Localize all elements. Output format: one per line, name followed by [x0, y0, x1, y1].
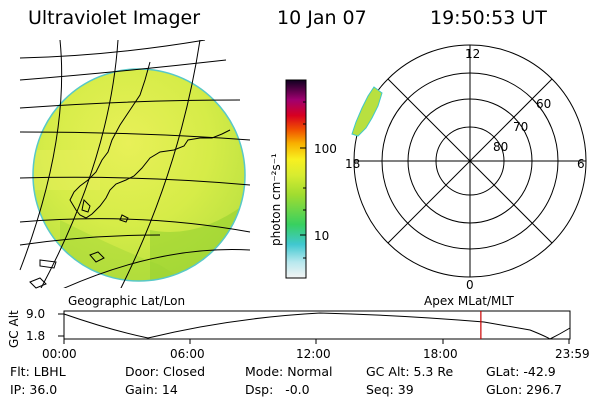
timeline-ytick-top: 9.0	[26, 307, 46, 321]
timeline-axis-label: GC Alt	[7, 310, 21, 348]
instrument-title: Ultraviolet Imager	[28, 7, 201, 29]
timeline-xtick-1200: 12:00	[296, 347, 331, 361]
polar-lat-60: 60	[536, 97, 552, 111]
polar-mlt-12: 12	[465, 47, 481, 61]
status-dsp: Dsp: -0.0	[245, 382, 310, 397]
geographic-grid	[19, 40, 251, 288]
time-label: 19:50:53 UT	[430, 7, 547, 29]
status-ip: IP: 36.0	[10, 382, 58, 397]
colorbar-unit-label: photon cm⁻²s⁻¹	[269, 153, 283, 246]
status-mode: Mode: Normal	[245, 364, 333, 379]
colorbar	[285, 79, 307, 279]
colorbar-tick-10: 10	[314, 229, 330, 243]
status-gain: Gain: 14	[125, 382, 178, 397]
timeline-ytick-bottom: 1.8	[26, 329, 46, 343]
polar-lat-80: 80	[493, 140, 509, 154]
imager-disk	[32, 68, 246, 282]
timeline-frame	[63, 310, 571, 340]
altitude-curve	[63, 312, 571, 340]
right-panel-label: Apex MLat/MLT	[424, 294, 514, 308]
status-glon: GLon: 296.7	[486, 382, 562, 397]
polar-mlt-0: 0	[466, 278, 474, 292]
polar-plot	[353, 44, 587, 278]
polar-lat-70: 70	[513, 120, 529, 134]
timeline-xtick-1800: 18:00	[423, 347, 458, 361]
coastline	[29, 61, 231, 289]
status-door: Door: Closed	[125, 364, 206, 379]
left-panel-label: Geographic Lat/Lon	[68, 294, 186, 308]
polar-mlt-18: 18	[345, 157, 361, 171]
status-seq: Seq: 39	[366, 382, 414, 397]
polar-mlt-6: 6	[577, 157, 585, 171]
date-label: 10 Jan 07	[277, 7, 367, 29]
polar-auroral-patch	[351, 86, 383, 137]
timeline-ticks	[58, 313, 570, 344]
timeline-xtick-0000: 00:00	[42, 347, 77, 361]
colorbar-ticks	[300, 101, 306, 259]
status-gc-alt: GC Alt: 5.3 Re	[366, 364, 454, 379]
colorbar-tick-100: 100	[314, 142, 337, 156]
status-glat: GLat: -42.9	[486, 364, 556, 379]
timeline-xtick-2359: 23:59	[555, 347, 590, 361]
status-filter: Flt: LBHL	[10, 364, 66, 379]
timeline-xtick-0600: 06:00	[170, 347, 205, 361]
